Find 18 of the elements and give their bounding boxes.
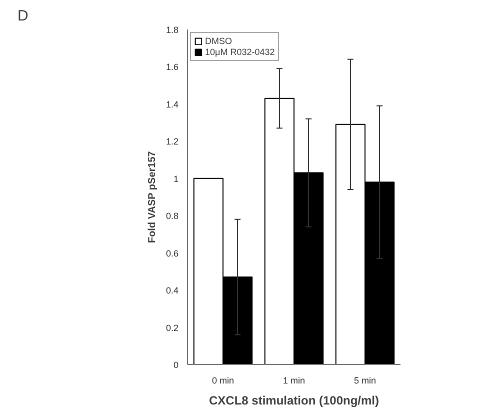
y-tick-label: 0.6 — [166, 248, 179, 258]
y-axis-title: Fold VASP pSer157 — [146, 150, 158, 244]
y-tick-label: 1 — [173, 174, 179, 184]
y-tick-label: 1.4 — [166, 99, 179, 110]
y-tick-label: 0 — [173, 360, 179, 370]
y-tick-label: 0.8 — [166, 211, 179, 222]
y-tick-label: 0.2 — [166, 322, 179, 333]
legend-label: DMSO — [205, 36, 232, 46]
text: D — [18, 8, 28, 24]
y-tick-label: 0.4 — [166, 286, 179, 296]
x-tick-label: 5 min — [354, 376, 376, 386]
y-tick-label: 1.8 — [166, 25, 179, 35]
legend-label: 10μM R032-0432 — [205, 47, 275, 57]
x-tick-label: 0 min — [212, 376, 234, 386]
x-tick-label: 1 min — [282, 376, 306, 386]
y-tick-label: 1.2 — [166, 136, 179, 147]
y-tick-label: 1.6 — [166, 62, 179, 72]
x-axis-title: CXCL8 stimulation (100ng/ml) — [208, 394, 380, 408]
